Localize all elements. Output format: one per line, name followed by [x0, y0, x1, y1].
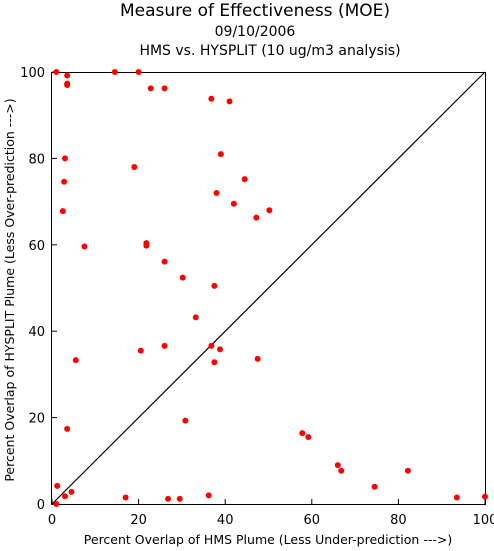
data-point — [161, 342, 168, 349]
x-axis-label: Percent Overlap of HMS Plume (Less Under… — [84, 532, 452, 547]
data-point — [147, 85, 154, 92]
data-point — [176, 495, 183, 502]
data-point — [53, 69, 60, 75]
data-point — [59, 208, 66, 215]
data-point — [217, 151, 224, 158]
data-point — [111, 69, 118, 75]
data-point — [226, 98, 233, 105]
data-point — [161, 258, 168, 265]
data-point — [182, 417, 189, 424]
data-point — [338, 467, 345, 474]
y-tick-label: 40 — [28, 325, 45, 340]
y-tick-label: 100 — [20, 66, 45, 81]
data-point — [211, 359, 218, 366]
data-point — [53, 501, 60, 507]
x-tick-label: 20 — [130, 513, 147, 528]
data-point — [230, 200, 237, 207]
data-point — [68, 488, 75, 495]
data-point — [453, 494, 460, 501]
data-point — [211, 282, 218, 289]
data-point — [208, 95, 215, 102]
data-point — [72, 357, 79, 364]
data-point — [334, 462, 341, 469]
plot-frame — [51, 72, 486, 505]
chart-analysis-label: HMS vs. HYSPLIT (10 ug/m3 analysis) — [139, 43, 400, 59]
chart-date: 09/10/2006 — [215, 24, 296, 40]
data-point — [299, 430, 306, 437]
y-tick-label: 20 — [28, 412, 45, 427]
x-tick-label: 0 — [48, 513, 56, 528]
data-point — [64, 425, 71, 432]
data-point — [61, 493, 68, 500]
x-tick-label: 60 — [304, 513, 321, 528]
data-point — [371, 483, 378, 490]
data-point — [143, 240, 150, 247]
data-point — [137, 347, 144, 354]
x-tick-label: 100 — [473, 513, 494, 528]
data-point — [404, 467, 411, 474]
data-point — [217, 346, 224, 353]
chart-title: Measure of Effectiveness (MOE) — [120, 1, 390, 21]
x-ticks: 0 20 40 60 80 100 — [48, 499, 494, 528]
data-point — [253, 214, 260, 221]
data-points — [53, 69, 488, 507]
data-point — [61, 155, 68, 162]
data-point — [165, 495, 172, 502]
data-point — [208, 342, 215, 349]
data-point — [64, 81, 71, 88]
data-point — [122, 494, 129, 501]
data-point — [64, 72, 71, 79]
y-ticks: 0 20 40 60 80 100 — [20, 66, 57, 513]
y-tick-label: 80 — [28, 152, 45, 167]
data-point — [54, 482, 61, 489]
data-point — [266, 207, 273, 214]
data-point — [61, 178, 68, 185]
data-point — [241, 176, 248, 183]
reference-diagonal — [51, 71, 486, 505]
data-point — [81, 243, 88, 250]
y-tick-label: 0 — [37, 498, 45, 513]
data-point — [135, 69, 142, 75]
data-point — [131, 164, 138, 171]
data-point — [179, 274, 186, 281]
x-tick-label: 40 — [217, 513, 234, 528]
data-point — [205, 492, 212, 499]
x-tick-label: 80 — [390, 513, 407, 528]
data-point — [213, 189, 220, 196]
y-tick-label: 60 — [28, 239, 45, 254]
data-point — [305, 434, 312, 441]
data-point — [192, 314, 199, 321]
y-axis-label: Percent Overlap of HYSPLIT Plume (Less O… — [2, 98, 17, 481]
data-point — [482, 493, 488, 500]
data-point — [254, 355, 261, 362]
data-point — [161, 85, 168, 92]
